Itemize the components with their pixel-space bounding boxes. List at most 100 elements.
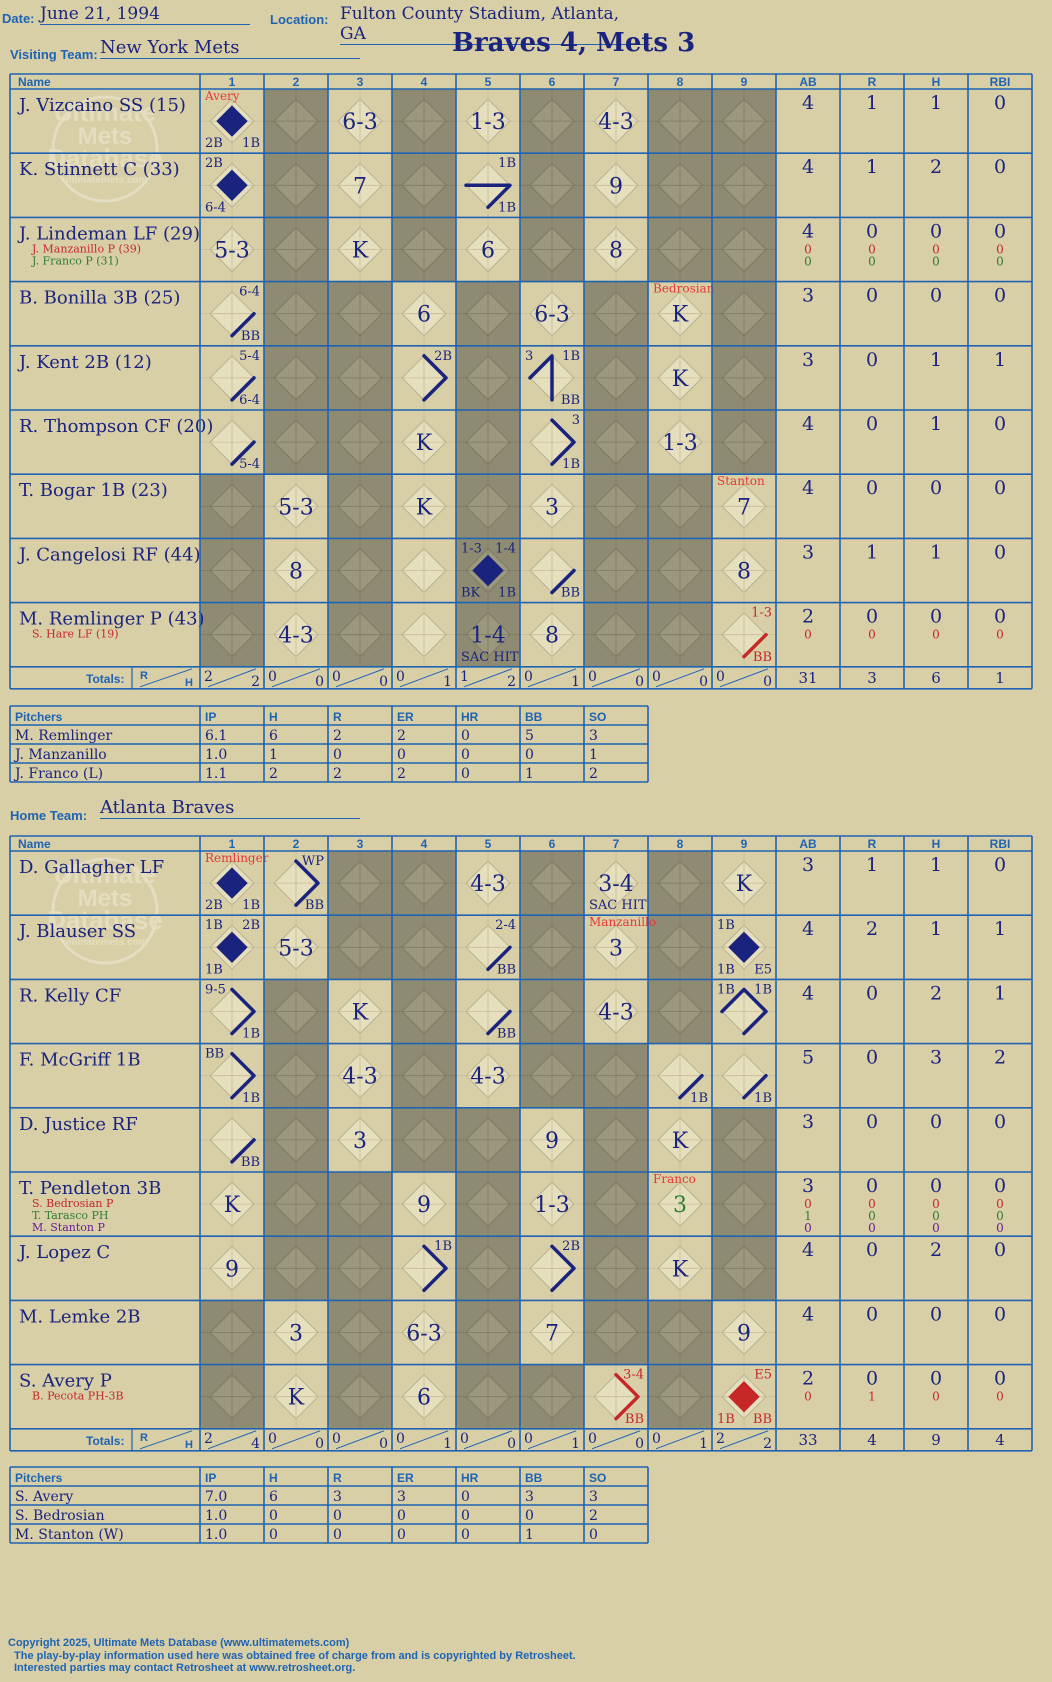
home-player-stat: 4 (802, 918, 814, 940)
home-pitcher-stat: 0 (525, 1508, 534, 1524)
home-pitcher-stat: 0 (397, 1508, 406, 1524)
svg-text:BB: BB (625, 1412, 644, 1427)
home-play-cell: 4-3 (598, 1001, 633, 1026)
visitors-player-stat: 4 (802, 413, 814, 435)
visitors-play-cell: K (672, 303, 689, 328)
visitors-pitcher-stat: 5 (525, 728, 534, 744)
svg-text:1B: 1B (498, 200, 516, 215)
svg-text:BB: BB (561, 586, 580, 601)
svg-text:1-3: 1-3 (470, 110, 505, 135)
home-substitute-name: S. Bedrosian P (32, 1197, 114, 1210)
visitors-pitching-svg: Pitchers IP H R ER HR BB SOM. Remlinger 6.1 6 2 2 0 5… (9, 705, 649, 783)
svg-text:Ultimate: Ultimate (54, 97, 157, 127)
visitors-play-cell: 6 (417, 303, 431, 328)
svg-text:2B: 2B (205, 136, 223, 151)
visitors-player-name: J. Cangelosi RF (44) (17, 544, 201, 565)
svg-text:1B: 1B (498, 586, 516, 601)
home-player-name: M. Lemke 2B (19, 1306, 141, 1327)
visitors-player-name: J. Lindeman LF (29) (17, 223, 200, 244)
visitors-player-stat: 0 (994, 606, 1006, 628)
home-substitute-stat: 1 (804, 1209, 812, 1223)
visitors-player-stat: 1 (930, 349, 942, 371)
home-pitching-change-note: Manzanillo (589, 915, 656, 929)
visitors-play-cell: K (352, 239, 369, 264)
visitors-player-stat: 1 (866, 541, 878, 563)
inning-header: 7 (613, 837, 620, 851)
home-substitute-stat: 0 (932, 1221, 940, 1235)
pitching-column-header: HR (461, 1471, 479, 1485)
inning-header: 1 (229, 75, 236, 89)
home-player-stat: 0 (866, 1175, 878, 1197)
home-player-stat: 1 (994, 982, 1006, 1004)
home-pitcher-stat: 3 (397, 1489, 406, 1505)
visitors-pitcher-stat: 2 (333, 766, 342, 782)
svg-text:1B: 1B (717, 982, 735, 997)
visitors-pitcher-stat: 1 (269, 747, 278, 763)
home-team-name: Atlanta Braves (100, 797, 360, 819)
svg-text:6-4: 6-4 (239, 285, 260, 300)
visitors-pitcher-name: J. Franco (L) (13, 766, 103, 782)
base-path (678, 1073, 704, 1100)
home-player-name: J. Blauser SS (17, 921, 136, 942)
home-pitcher-stat: 3 (589, 1489, 598, 1505)
svg-text:WP: WP (302, 854, 324, 869)
home-player-name: D. Gallagher LF (19, 857, 164, 878)
home-player-stat: 4 (802, 982, 814, 1004)
home-play-cell: 1B 2B 1B (205, 918, 260, 977)
svg-text:3: 3 (572, 413, 580, 428)
visitors-substitute-stat: 0 (996, 254, 1004, 268)
svg-text:BB: BB (205, 1047, 224, 1062)
home-play-cell: K (736, 872, 753, 897)
svg-text:2B: 2B (562, 1239, 580, 1254)
home-pitcher-stat: 0 (589, 1527, 598, 1543)
visitors-player-stat: 1 (930, 92, 942, 114)
visitors-substitute-stat: 0 (868, 254, 876, 268)
visitors-play-cell: K (416, 431, 433, 456)
visitors-play-cell: 8 (737, 560, 751, 585)
home-player-stat: 0 (930, 1111, 942, 1133)
svg-text:1-3: 1-3 (461, 541, 482, 556)
location-label: Location: (270, 12, 329, 27)
home-pitcher-stat: 0 (461, 1489, 470, 1505)
visitors-play-cell: 3 1B BB (525, 349, 580, 408)
svg-text:6-3: 6-3 (406, 1322, 441, 1347)
visitors-substitute-stat: 0 (868, 242, 876, 256)
svg-text:9: 9 (609, 174, 623, 199)
visitors-player-stat: 0 (930, 477, 942, 499)
home-pitcher-stat: 1.0 (205, 1527, 227, 1543)
home-player-stat: 0 (866, 1368, 878, 1390)
svg-text:3: 3 (545, 495, 559, 520)
visitors-play-cell: 3 1B (550, 413, 580, 472)
home-player-stat: 0 (994, 1175, 1006, 1197)
stat-header: AB (799, 75, 817, 89)
visitors-pitcher-stat: 2 (397, 766, 406, 782)
home-play-cell: 1-3 (534, 1193, 569, 1218)
svg-text:1B: 1B (717, 1412, 735, 1427)
visitors-inning-total-hits: 1 (571, 674, 580, 690)
visitors-play-cell: 3 (545, 495, 559, 520)
pitching-column-header: Pitchers (15, 710, 63, 724)
stat-header: R (868, 75, 877, 89)
stat-header: H (932, 837, 941, 851)
visitors-play-cell: 6-4 BB (230, 285, 260, 344)
svg-text:Mets: Mets (78, 885, 133, 912)
visitors-player-stat: 0 (930, 220, 942, 242)
svg-text:6: 6 (481, 239, 495, 264)
base-path (550, 1244, 576, 1293)
home-substitute-stat: 0 (932, 1209, 940, 1223)
visitors-pitcher-stat: 1.1 (205, 766, 227, 782)
home-pitcher-stat: 1.0 (205, 1508, 227, 1524)
home-grid-svg: Name 1 2 3 4 5 6 7 8 9 AB R H RBIUltimateMetsDatabase… (9, 835, 1033, 1452)
stat-header: RBI (990, 75, 1011, 89)
visitors-player-stat: 2 (930, 156, 942, 178)
svg-text:K: K (416, 431, 433, 456)
home-play-cell: E5 1B BB (717, 1368, 772, 1427)
pitching-column-header: Pitchers (15, 1471, 63, 1485)
svg-text:7: 7 (737, 495, 751, 520)
home-player-stat: 0 (994, 1303, 1006, 1325)
visitors-pitching-change-note: Stanton (717, 474, 765, 488)
home-inning-total-runs: 0 (524, 1431, 533, 1447)
base-path (742, 632, 768, 659)
visitors-pitcher-stat: 0 (461, 728, 470, 744)
